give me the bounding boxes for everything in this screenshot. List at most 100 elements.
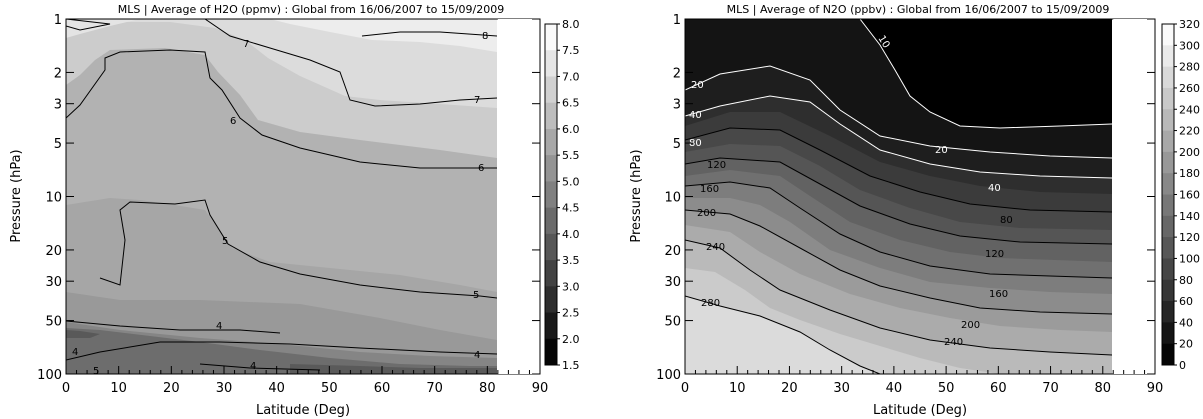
y-tick-label: 30 [664,275,681,290]
colorbar-segment [545,128,557,156]
colorbar-segment [1162,215,1174,238]
colorbar-tick-label: 5.5 [562,149,580,162]
n2o-contour-label: 80 [1000,215,1013,226]
x-tick-label: 20 [163,381,180,396]
colorbar-tick-label: 220 [1179,125,1200,138]
n2o-contour-line-20 [685,65,1112,159]
h2o-contour-label: 4 [216,321,222,332]
h2o-band-7 [66,19,497,108]
colorbar-tick-label: 140 [1179,210,1200,223]
y-tick-label: 10 [664,191,681,206]
h2o-contour-label: 6 [230,116,236,127]
colorbar-tick-label: 20 [1179,338,1193,351]
x-tick-label: 80 [479,381,496,396]
n2o-contour-label: 240 [706,242,725,253]
h2o-panel: MLS | Average of H2O (ppmv) : Global fro… [9,3,580,418]
h2o-chart-title: MLS | Average of H2O (ppmv) : Global fro… [118,3,504,16]
h2o-contour-label: 6 [478,163,484,174]
n2o-contour-label: 20 [935,145,948,156]
colorbar-tick-label: 200 [1179,146,1200,159]
n2o-contour-line-40 [685,95,1112,179]
colorbar-tick-label: 5.0 [562,175,580,188]
x-tick-label: 30 [216,381,233,396]
n2o-contour-line-160 [685,181,1112,279]
h2o-x-axis-label: Latitude (Deg) [256,403,350,418]
y-tick-label: 10 [45,191,62,206]
colorbar-tick-label: 80 [1179,274,1193,287]
colorbar-tick-label: 240 [1179,103,1200,116]
colorbar-segment [545,181,557,209]
y-tick-label: 5 [673,137,681,152]
colorbar-frame [544,23,558,366]
colorbar-tick-label: 320 [1179,18,1200,31]
colorbar-segment [1162,322,1174,345]
colorbar-tick-label: 100 [1179,252,1200,265]
x-tick-label: 60 [374,381,391,396]
colorbar-segment [1162,173,1174,195]
n2o-contour-label: 80 [689,138,702,149]
y-tick-label: 20 [45,244,62,259]
n2o-contour-line-240 [685,239,1112,356]
colorbar-tick-label: 280 [1179,61,1200,74]
h2o-contour-label: 4 [250,361,256,372]
n2o-y-axis-label: Pressure (hPa) [629,149,644,242]
colorbar-tick-label: 3.5 [562,254,580,267]
h2o-contour-fill [66,19,497,374]
h2o-band-75 [270,19,497,52]
h2o-contour-line-7b [204,19,497,107]
colorbar-tick-label: 160 [1179,189,1200,202]
h2o-contour-line-4a [66,341,497,361]
x-tick-label: 40 [268,381,285,396]
colorbar-tick-label: 4.5 [562,202,580,215]
colorbar-segment [545,312,557,340]
n2o-contour-line-280 [685,295,881,374]
colorbar-segment [545,260,557,287]
colorbar-tick-label: 260 [1179,82,1200,95]
colorbar-tick-label: 60 [1179,295,1193,308]
h2o-band-top-corner [66,19,140,38]
n2o-contour-label: 160 [700,184,719,195]
y-tick-label: 30 [45,275,62,290]
x-tick-label: 0 [62,381,70,396]
x-tick-label: 70 [1042,381,1059,396]
y-tick-label: 20 [664,244,681,259]
n2o-chart-title: MLS | Average of N2O (ppbv) : Global fro… [727,3,1110,16]
n2o-contour-labels: 10 20 40 80 120 160 200 240 280 20 40 80… [689,34,1013,348]
x-tick-label: 40 [886,381,903,396]
h2o-contour-labels: 8 7 7 6 6 5 5 4 4 4 4 5 [72,31,488,377]
h2o-contour-line-8 [361,31,497,37]
h2o-contour-label: 7 [474,95,480,106]
n2o-contour-line-120 [685,157,1112,245]
colorbar-segment [1162,130,1174,153]
h2o-band-3 [66,330,100,338]
n2o-contour-line-200 [685,209,1112,315]
colorbar-segment [545,102,557,130]
n2o-y-axis: 1 2 3 5 10 20 30 50 100 [656,13,1155,383]
colorbar-segment [1162,24,1174,46]
h2o-contour-label: 5 [473,290,479,301]
n2o-contour-label: 40 [988,183,1001,194]
n2o-band-10 [685,19,1112,128]
colorbar-tick-label: 2.0 [562,333,580,346]
colorbar-tick-label: 6.0 [562,123,580,136]
colorbar-segment [1162,279,1174,302]
colorbar-segment [545,76,557,104]
y-tick-label: 5 [54,137,62,152]
y-tick-label: 1 [54,13,62,28]
colorbar-segment [545,50,557,77]
x-tick-label: 50 [321,381,338,396]
x-tick-label: 50 [938,381,955,396]
n2o-contour-label: 200 [697,208,716,219]
y-tick-label: 2 [54,66,62,81]
n2o-contour-label: 120 [707,160,726,171]
h2o-contour-label: 4 [72,347,78,358]
colorbar-segment [1162,87,1174,110]
y-tick-label: 50 [45,315,62,330]
h2o-contour-label: 5 [93,366,99,377]
colorbar-tick-label: 300 [1179,39,1200,52]
y-tick-label: 100 [37,368,62,383]
colorbar-segment [1162,194,1174,217]
colorbar-segment [1162,258,1174,281]
colorbar-segment [545,155,557,182]
